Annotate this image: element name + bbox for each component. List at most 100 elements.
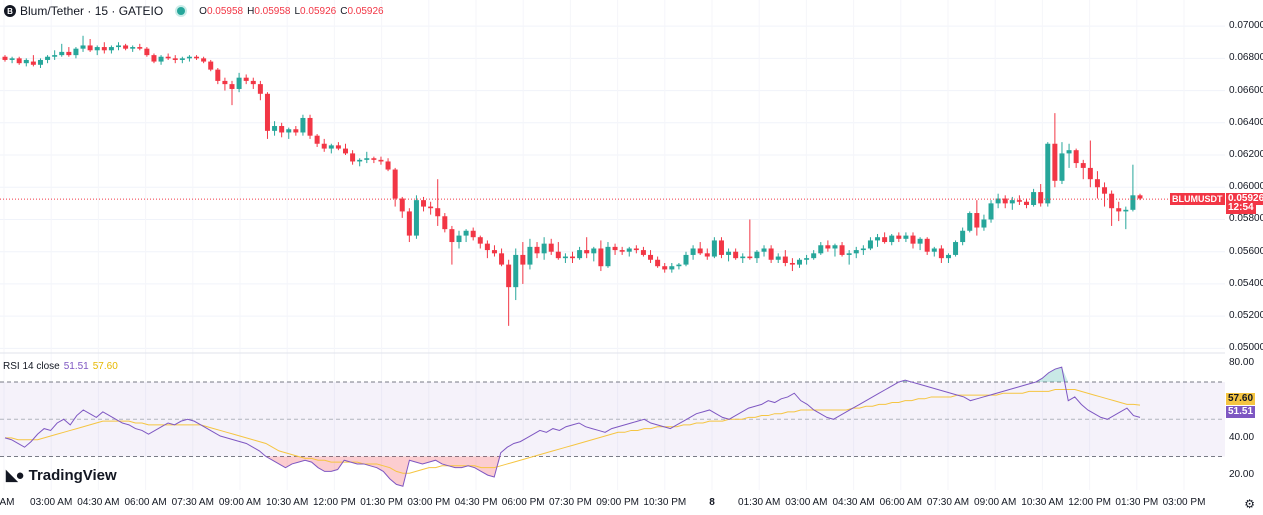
candle-body [570,256,575,259]
candle [364,151,370,164]
candle-body [463,230,469,236]
candle [797,258,802,268]
rsi-label[interactable]: RSI 14 close [3,361,60,372]
candle [562,253,568,263]
time-tick-label: 06:00 AM [124,497,167,508]
candle-body [116,45,121,48]
settings-gear-icon[interactable]: ⚙ [1244,497,1255,511]
candle-body [520,254,526,265]
candle [130,45,136,52]
candle-body [591,248,597,254]
candle-body [981,219,987,228]
candle [101,42,107,54]
candle-body [740,256,746,259]
rsi-tick-label: 20.00 [1229,469,1255,481]
candle-body [988,203,994,220]
candle-body [222,80,228,85]
candle [506,259,512,326]
candle-body [562,256,568,259]
candlestick-series [2,35,1143,326]
candle [591,246,597,262]
candle [66,47,72,57]
candle-body [768,248,774,260]
candle-body [307,117,313,136]
candle [896,232,902,243]
tradingview-logo[interactable]: ◣● TradingView [6,466,117,485]
candle-body [442,216,448,230]
candle [137,43,143,51]
candle [477,235,483,249]
time-tick-label: 06:00 PM [501,497,545,508]
candle [789,258,795,272]
rsi-ma-tag: 57.60 [1226,393,1256,405]
price-tick-label: 0.06600 [1229,84,1263,96]
candle [1094,171,1100,199]
time-tick-label: 12:00 PM [1068,497,1111,508]
candle [1102,182,1108,207]
candle [853,246,859,259]
candle-body [413,200,419,236]
candle [761,245,767,257]
candle-body [293,129,299,133]
candle-body [555,251,561,259]
ohlc-high: H0.05958 [247,5,291,17]
candle [577,246,583,260]
candle [747,219,753,260]
candle-body [676,264,682,267]
candle [250,77,256,89]
candle-body [279,126,285,133]
price-tick-label: 0.07000 [1229,20,1263,32]
candle [2,55,8,62]
candle [378,156,384,165]
candle-body [640,250,646,255]
candle-body [1066,150,1072,154]
candle [272,121,278,136]
candle-body [1130,195,1136,210]
candle-body [87,45,93,51]
market-status-icon[interactable] [177,7,186,15]
candle [449,225,455,265]
candle [335,142,341,151]
candle-body [1094,179,1100,188]
candle-body [860,248,866,251]
candle-body [435,208,441,217]
candle-body [484,243,490,251]
candle-body [924,238,930,252]
candle [314,134,320,147]
candle [804,254,810,265]
time-tick-label: 01:30 AM [738,497,781,508]
candle [257,80,263,101]
rsi-header[interactable]: RSI 14 close 51.51 57.60 [3,361,118,372]
candle-body [491,250,497,254]
candle [875,233,881,247]
rsi-overbought-fill [1035,367,1069,383]
candle [23,58,29,67]
candle-body [236,77,242,89]
candle-body [328,145,334,149]
candle [662,262,668,273]
candle-body [548,243,554,252]
candle [499,248,505,267]
candle [357,158,363,167]
symbol-header[interactable]: B Blum/Tether · 15 · GATEIO O0.05958 H0.… [4,3,388,19]
candle [491,245,497,257]
candle-body [1024,201,1029,205]
candle [243,74,249,85]
candle-body [499,253,505,265]
candle-body [534,246,540,254]
candle-body [1059,153,1065,181]
candle-body [1031,192,1037,205]
candle [988,200,994,223]
candle [343,143,348,156]
candle-body [456,235,462,243]
candle [108,45,114,54]
candle-body [23,59,29,64]
candle-body [314,135,320,144]
candle [286,127,292,139]
price-tick-label: 0.06400 [1229,116,1263,128]
symbol-title[interactable]: Blum/Tether · 15 · GATEIO [20,4,164,18]
candle [300,114,306,136]
time-tick-label: AM [0,497,15,508]
candle [931,246,937,257]
